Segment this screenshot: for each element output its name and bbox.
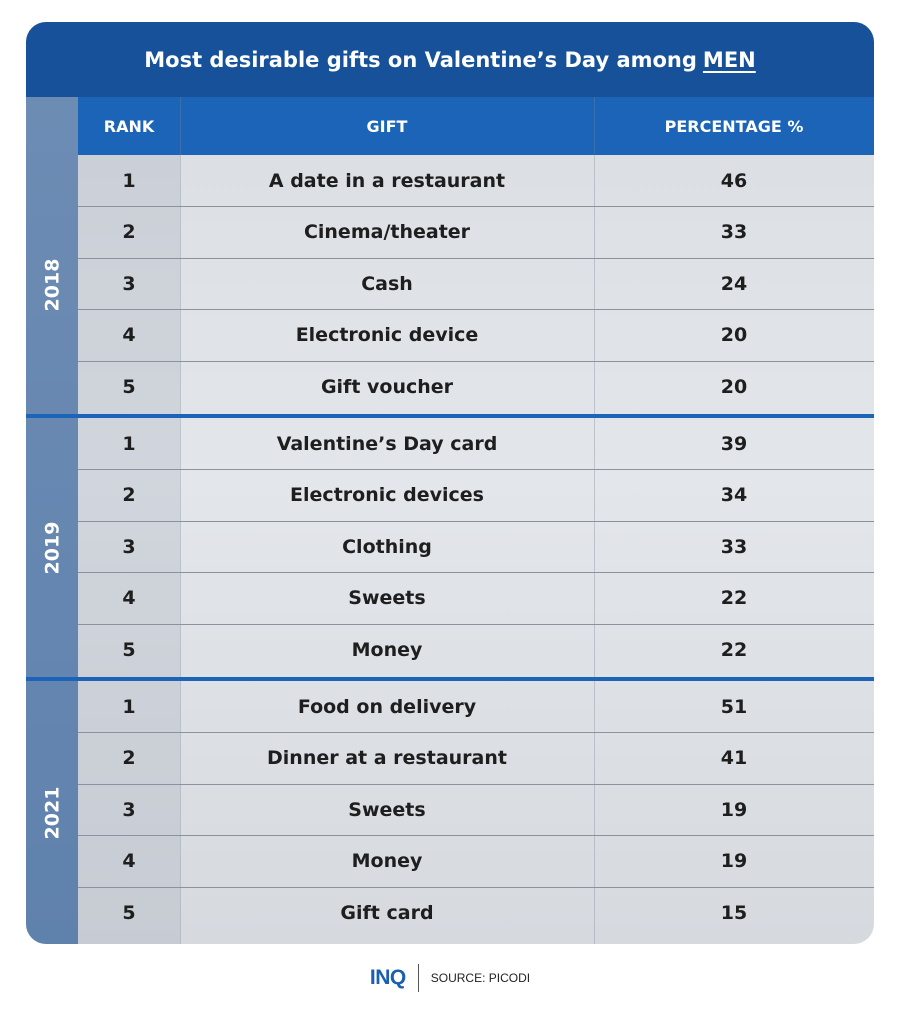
row-divider <box>78 886 874 888</box>
table-row: 4 Money 19 <box>78 836 874 888</box>
row-divider <box>78 623 874 625</box>
table-row: 3 Cash 24 <box>78 258 874 310</box>
row-divider <box>78 732 874 733</box>
table-row: 1 Valentine’s Day card 39 <box>78 418 874 470</box>
gift-cell: Sweets <box>348 587 426 610</box>
gift-cell: Electronic devices <box>290 484 484 507</box>
source-text: SOURCE: PICODI <box>430 971 531 985</box>
rank-cell: 4 <box>122 850 136 873</box>
percentage-cell: 24 <box>720 272 748 295</box>
gift-cell: Clothing <box>342 535 432 558</box>
gift-cell: Money <box>351 850 423 873</box>
year-strip <box>26 97 78 944</box>
table-row: 2 Dinner at a restaurant 41 <box>78 733 874 785</box>
year-label: 2021 <box>26 681 78 944</box>
percentage-cell: 22 <box>720 587 748 610</box>
year-label-text: 2021 <box>41 786 64 839</box>
table-row: 3 Clothing 33 <box>78 521 874 573</box>
table-row: 5 Money 22 <box>78 624 874 676</box>
row-divider <box>78 572 874 573</box>
group-divider <box>26 414 874 418</box>
header-rank: RANK <box>103 116 155 136</box>
percentage-cell: 46 <box>720 169 748 192</box>
percentage-cell: 33 <box>720 535 748 558</box>
rank-cell: 2 <box>122 221 136 244</box>
gift-cell: Valentine’s Day card <box>276 432 498 455</box>
gift-cell: Dinner at a restaurant <box>267 747 507 770</box>
year-label-text: 2019 <box>41 521 64 574</box>
gift-cell: Sweets <box>348 798 426 821</box>
percentage-cell: 39 <box>720 432 748 455</box>
footer: INQ SOURCE: PICODI <box>0 958 900 998</box>
row-divider <box>78 206 874 207</box>
gift-cell: Money <box>351 638 423 661</box>
row-divider <box>78 360 874 362</box>
gift-cell: Food on delivery <box>297 695 477 718</box>
header-gift: GIFT <box>366 116 408 136</box>
row-divider <box>78 469 874 470</box>
percentage-cell: 15 <box>720 901 748 924</box>
percentage-cell: 34 <box>720 484 748 507</box>
table-row: 1 Food on delivery 51 <box>78 681 874 733</box>
chart-title-text: Most desirable gifts on Valentine’s Day … <box>144 47 697 72</box>
table-row: 2 Electronic devices 34 <box>78 470 874 522</box>
gift-cell: Electronic device <box>295 324 479 347</box>
percentage-cell: 22 <box>720 638 748 661</box>
percentage-cell: 20 <box>720 375 748 398</box>
year-label-text: 2018 <box>41 258 64 311</box>
table-row: 4 Sweets 22 <box>78 573 874 625</box>
rank-cell: 2 <box>122 484 136 507</box>
group-divider <box>26 677 874 681</box>
percentage-cell: 19 <box>720 798 748 821</box>
percentage-cell: 41 <box>720 747 748 770</box>
row-divider <box>78 835 874 836</box>
gift-cell: Gift voucher <box>320 375 454 398</box>
rank-cell: 3 <box>122 272 136 295</box>
rank-cell: 5 <box>122 375 136 398</box>
rank-cell: 1 <box>122 169 136 192</box>
table-row: 1 A date in a restaurant 46 <box>78 155 874 207</box>
year-label: 2018 <box>26 155 78 414</box>
row-divider <box>78 309 874 310</box>
year-label: 2019 <box>26 418 78 677</box>
rank-cell: 5 <box>122 638 136 661</box>
footer-divider <box>417 964 419 992</box>
table-row: 5 Gift card 15 <box>78 887 874 939</box>
header-percentage: PERCENTAGE % <box>664 116 804 136</box>
percentage-cell: 19 <box>720 850 748 873</box>
table-card: Most desirable gifts on Valentine’s Day … <box>26 22 874 944</box>
rank-cell: 1 <box>122 695 136 718</box>
table-row: 4 Electronic device 20 <box>78 310 874 362</box>
percentage-cell: 51 <box>720 695 748 718</box>
percentage-cell: 33 <box>720 221 748 244</box>
table-header: RANK GIFT PERCENTAGE % <box>78 97 874 155</box>
row-divider <box>78 257 874 259</box>
gift-cell: Cash <box>361 272 413 295</box>
chart-title-emphasis: MEN <box>702 47 756 72</box>
rank-cell: 3 <box>122 798 136 821</box>
table-row: 3 Sweets 19 <box>78 784 874 836</box>
rank-column-shade <box>78 155 180 944</box>
inq-logo: INQ <box>369 966 406 989</box>
chart-title: Most desirable gifts on Valentine’s Day … <box>26 22 874 97</box>
rank-cell: 2 <box>122 747 136 770</box>
gift-cell: Gift card <box>340 901 434 924</box>
row-divider <box>78 520 874 522</box>
rank-cell: 1 <box>122 432 136 455</box>
percentage-cell: 20 <box>720 324 748 347</box>
gift-cell: A date in a restaurant <box>268 169 506 192</box>
gift-cell: Cinema/theater <box>303 221 471 244</box>
table-row: 5 Gift voucher 20 <box>78 361 874 413</box>
rank-cell: 4 <box>122 587 136 610</box>
row-divider <box>78 783 874 785</box>
rank-cell: 3 <box>122 535 136 558</box>
table-row: 2 Cinema/theater 33 <box>78 207 874 259</box>
rank-cell: 4 <box>122 324 136 347</box>
rank-cell: 5 <box>122 901 136 924</box>
